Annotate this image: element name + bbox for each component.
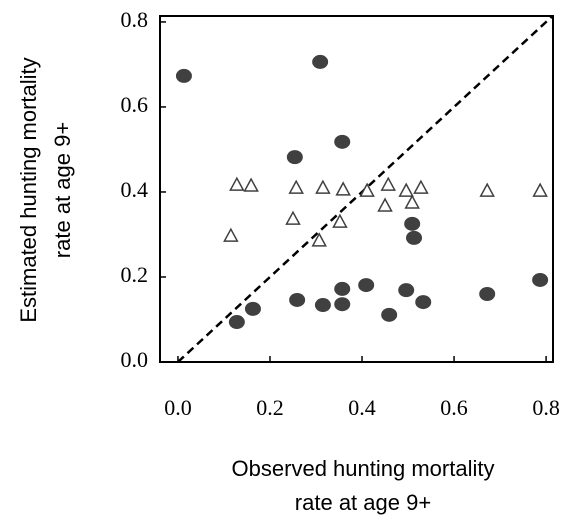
circle-point [334, 281, 351, 296]
circle-point [244, 301, 261, 316]
triangle-point [223, 227, 239, 242]
x-axis-title: Observed hunting mortality [232, 456, 495, 481]
triangle-point [335, 181, 351, 196]
y-tick-label: 0.0 [121, 347, 149, 372]
x-tick-label: 0.8 [532, 395, 560, 420]
triangle-point [404, 194, 420, 209]
circle-point [398, 283, 415, 298]
triangle-point [243, 177, 259, 192]
triangle-point [285, 210, 301, 225]
triangle-point [398, 182, 414, 197]
triangle-point [311, 232, 327, 247]
y-tick-label: 0.8 [121, 7, 149, 32]
triangle-point [413, 179, 429, 194]
circle-point [406, 230, 423, 245]
circle-point [312, 54, 329, 69]
triangle-point [288, 179, 304, 194]
plot-frame [159, 15, 554, 363]
circle-point [334, 297, 351, 312]
x-tick-label: 0.2 [256, 395, 284, 420]
triangle-point [359, 182, 375, 197]
circle-point [358, 278, 375, 293]
circle-point [381, 307, 398, 322]
circle-point [228, 315, 245, 330]
circle-point [314, 298, 331, 313]
y-axis-title: rate at age 9+ [50, 122, 75, 258]
circle-point [289, 292, 306, 307]
circle-point [415, 295, 432, 310]
triangle-point [380, 176, 397, 191]
x-tick-label: 0.0 [164, 395, 192, 420]
triangle-point [332, 213, 348, 228]
y-tick-label: 0.2 [121, 262, 149, 287]
triangle-point [315, 179, 331, 194]
y-tick-label: 0.6 [121, 92, 149, 117]
triangle-point [479, 182, 495, 197]
x-tick-label: 0.6 [440, 395, 468, 420]
x-tick-label: 0.4 [348, 395, 376, 420]
circle-point [479, 286, 496, 301]
triangle-point [532, 182, 548, 197]
y-tick-label: 0.4 [121, 177, 149, 202]
x-axis-title: rate at age 9+ [295, 490, 431, 515]
circle-point [404, 216, 421, 231]
y-axis-title: Estimated hunting mortality [16, 57, 41, 322]
triangle-point [377, 197, 393, 212]
triangle-point [229, 176, 245, 191]
circle-point [532, 272, 549, 287]
circle-point [286, 150, 303, 165]
circle-point [175, 68, 192, 83]
circle-point [334, 134, 351, 149]
